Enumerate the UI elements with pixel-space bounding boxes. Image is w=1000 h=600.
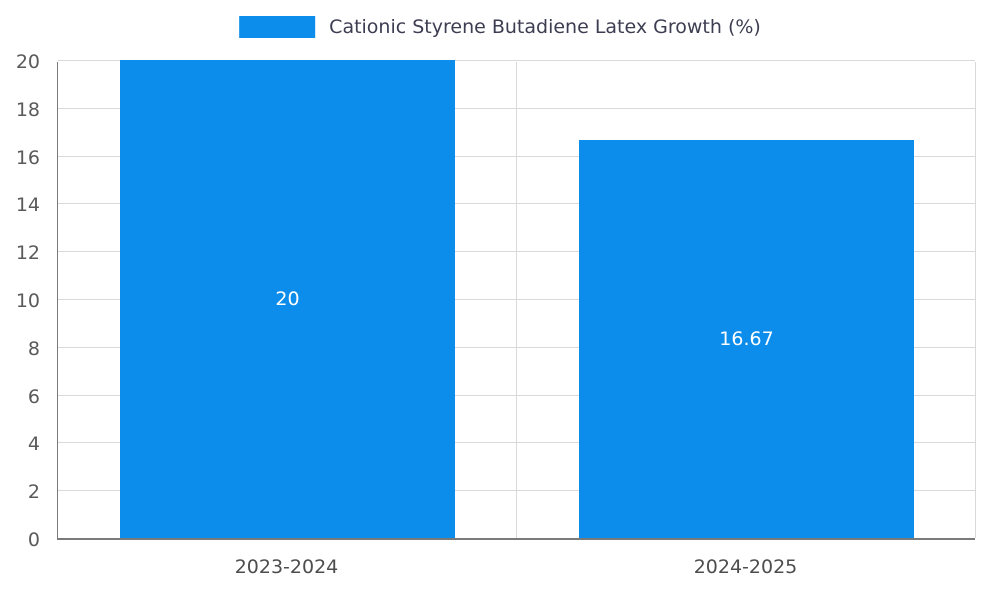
x-tick-label: 2024-2025 [693, 556, 798, 578]
bar-value-label: 16.67 [719, 327, 774, 350]
bar-2024-2025: 16.67 [578, 139, 915, 538]
legend-swatch-icon [239, 16, 316, 38]
gridline-vertical [975, 62, 976, 538]
legend: Cationic Styrene Butadiene Latex Growth … [239, 16, 761, 38]
y-tick-label: 4 [27, 433, 40, 456]
bar-2023-2024: 20 [119, 60, 456, 538]
y-tick-label: 12 [15, 242, 40, 265]
y-tick-label: 16 [15, 146, 40, 169]
legend-label: Cationic Styrene Butadiene Latex Growth … [329, 16, 761, 38]
y-tick-label: 0 [27, 529, 40, 551]
y-tick-label: 2 [27, 481, 40, 504]
y-tick-label: 14 [15, 194, 40, 217]
plot-area: 20 16.67 [57, 60, 976, 540]
y-tick-label: 10 [15, 290, 40, 312]
bar-value-label: 20 [275, 288, 300, 310]
gridline-horizontal [58, 60, 975, 61]
y-axis: 0 2 4 6 8 10 12 14 16 18 20 [0, 51, 46, 551]
y-tick-label: 6 [27, 385, 40, 408]
gridline-vertical [516, 62, 517, 538]
y-tick-label: 8 [27, 337, 40, 360]
x-tick-label: 2023-2024 [234, 556, 339, 578]
x-axis: 2023-2024 2024-2025 [57, 556, 975, 586]
y-tick-label: 20 [15, 51, 40, 73]
y-tick-label: 18 [15, 98, 40, 121]
